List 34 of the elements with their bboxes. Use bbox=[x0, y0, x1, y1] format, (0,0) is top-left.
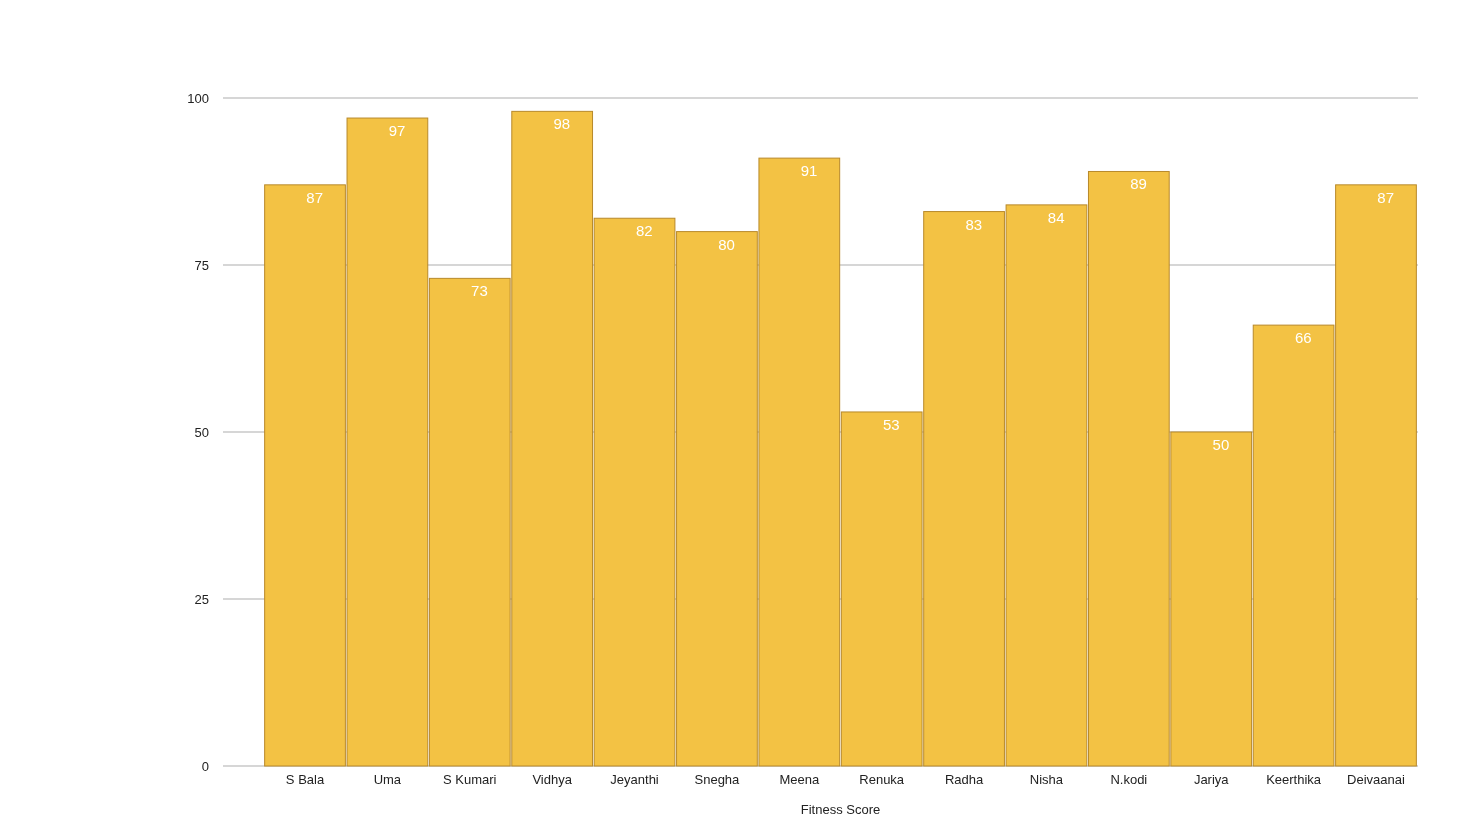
y-tick-label: 0 bbox=[201, 758, 209, 774]
x-tick-label: Vidhya bbox=[532, 772, 573, 787]
data-label: 87 bbox=[1377, 188, 1395, 206]
x-tick-label: Renuka bbox=[859, 772, 905, 787]
data-label: 50 bbox=[1212, 436, 1230, 453]
data-label: 89 bbox=[1130, 175, 1147, 193]
data-label: 53 bbox=[883, 415, 900, 433]
data-label: 84 bbox=[1047, 208, 1065, 226]
x-tick-label: Jeyanthi bbox=[610, 772, 659, 787]
y-tick-label: 75 bbox=[194, 257, 209, 273]
x-axis-title: Fitness Score bbox=[800, 802, 881, 817]
x-tick-label: Uma bbox=[373, 772, 402, 787]
data-label: 97 bbox=[388, 122, 406, 140]
x-tick-label: Snegha bbox=[694, 772, 741, 787]
data-label: 82 bbox=[635, 222, 653, 240]
y-tick-label: 50 bbox=[194, 424, 209, 440]
x-tick-label: N.kodi bbox=[1110, 772, 1148, 787]
x-tick-label: Radha bbox=[944, 772, 984, 787]
x-tick-label: Deivaanai bbox=[1347, 772, 1405, 787]
y-tick-label: 100 bbox=[187, 90, 209, 106]
x-tick-label: Meena bbox=[779, 772, 820, 787]
data-label: 80 bbox=[718, 235, 735, 253]
data-label: 98 bbox=[553, 115, 571, 133]
y-tick-label: 25 bbox=[194, 591, 209, 607]
x-tick-label: S Kumari bbox=[443, 772, 497, 787]
data-label: 66 bbox=[1294, 329, 1312, 347]
data-label: 87 bbox=[306, 188, 324, 206]
data-label: 83 bbox=[965, 215, 983, 233]
data-label: 91 bbox=[800, 162, 818, 180]
x-tick-label: S Bala bbox=[285, 772, 325, 787]
x-tick-label: Nisha bbox=[1029, 772, 1064, 787]
x-tick-label: Keerthika bbox=[1266, 772, 1322, 787]
data-label: 73 bbox=[471, 282, 488, 300]
x-tick-label: Jariya bbox=[1193, 772, 1230, 787]
